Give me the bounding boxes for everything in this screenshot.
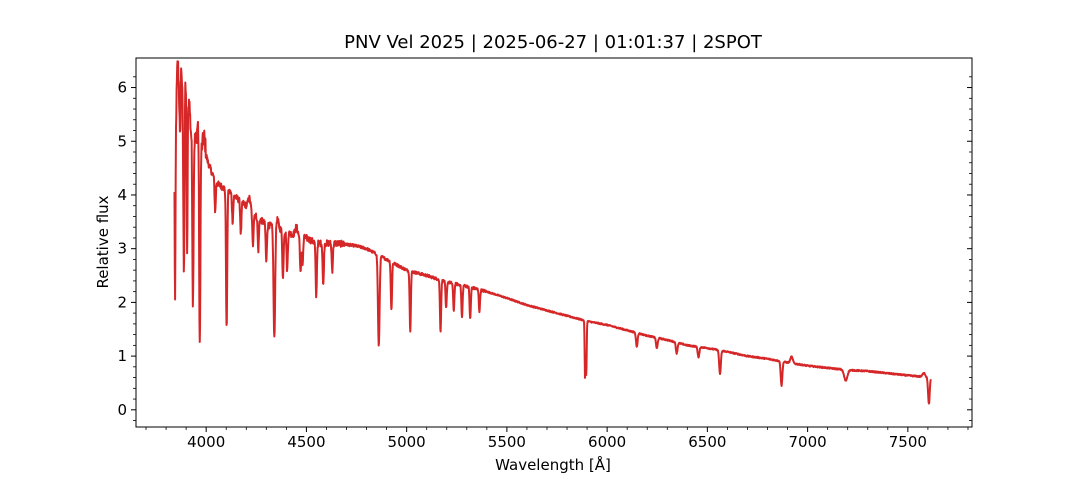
axes-frame (135, 57, 973, 428)
plot-area (173, 60, 932, 405)
y-tick-label: 4 (117, 186, 127, 204)
y-tick-label: 6 (117, 79, 127, 97)
y-tick-label: 2 (117, 293, 127, 311)
x-tick-label: 4000 (187, 433, 225, 451)
x-tick-label: 7000 (789, 433, 827, 451)
x-tick-label: 7500 (889, 433, 927, 451)
y-tick-label: 3 (117, 240, 127, 258)
y-tick-label: 5 (117, 132, 127, 150)
x-axis-title: Wavelength [Å] (495, 455, 611, 474)
x-tick-label: 6500 (688, 433, 726, 451)
x-tick-label: 6000 (588, 433, 626, 451)
x-tick-label: 4500 (287, 433, 325, 451)
x-tick-label: 5000 (388, 433, 426, 451)
axis-ticks: 4000 4500 5000 5500 6000 6500 7000 7500 0 1 2 3 4 5 6 (117, 76, 972, 451)
spectrum-series-line (173, 60, 932, 405)
y-axis-title: Relative flux (94, 195, 112, 288)
chart-title: PNV Vel 2025 | 2025-06-27 | 01:01:37 | 2… (344, 32, 763, 53)
y-tick-label: 1 (117, 347, 127, 365)
x-tick-label: 5500 (488, 433, 526, 451)
y-tick-label: 0 (117, 401, 127, 419)
